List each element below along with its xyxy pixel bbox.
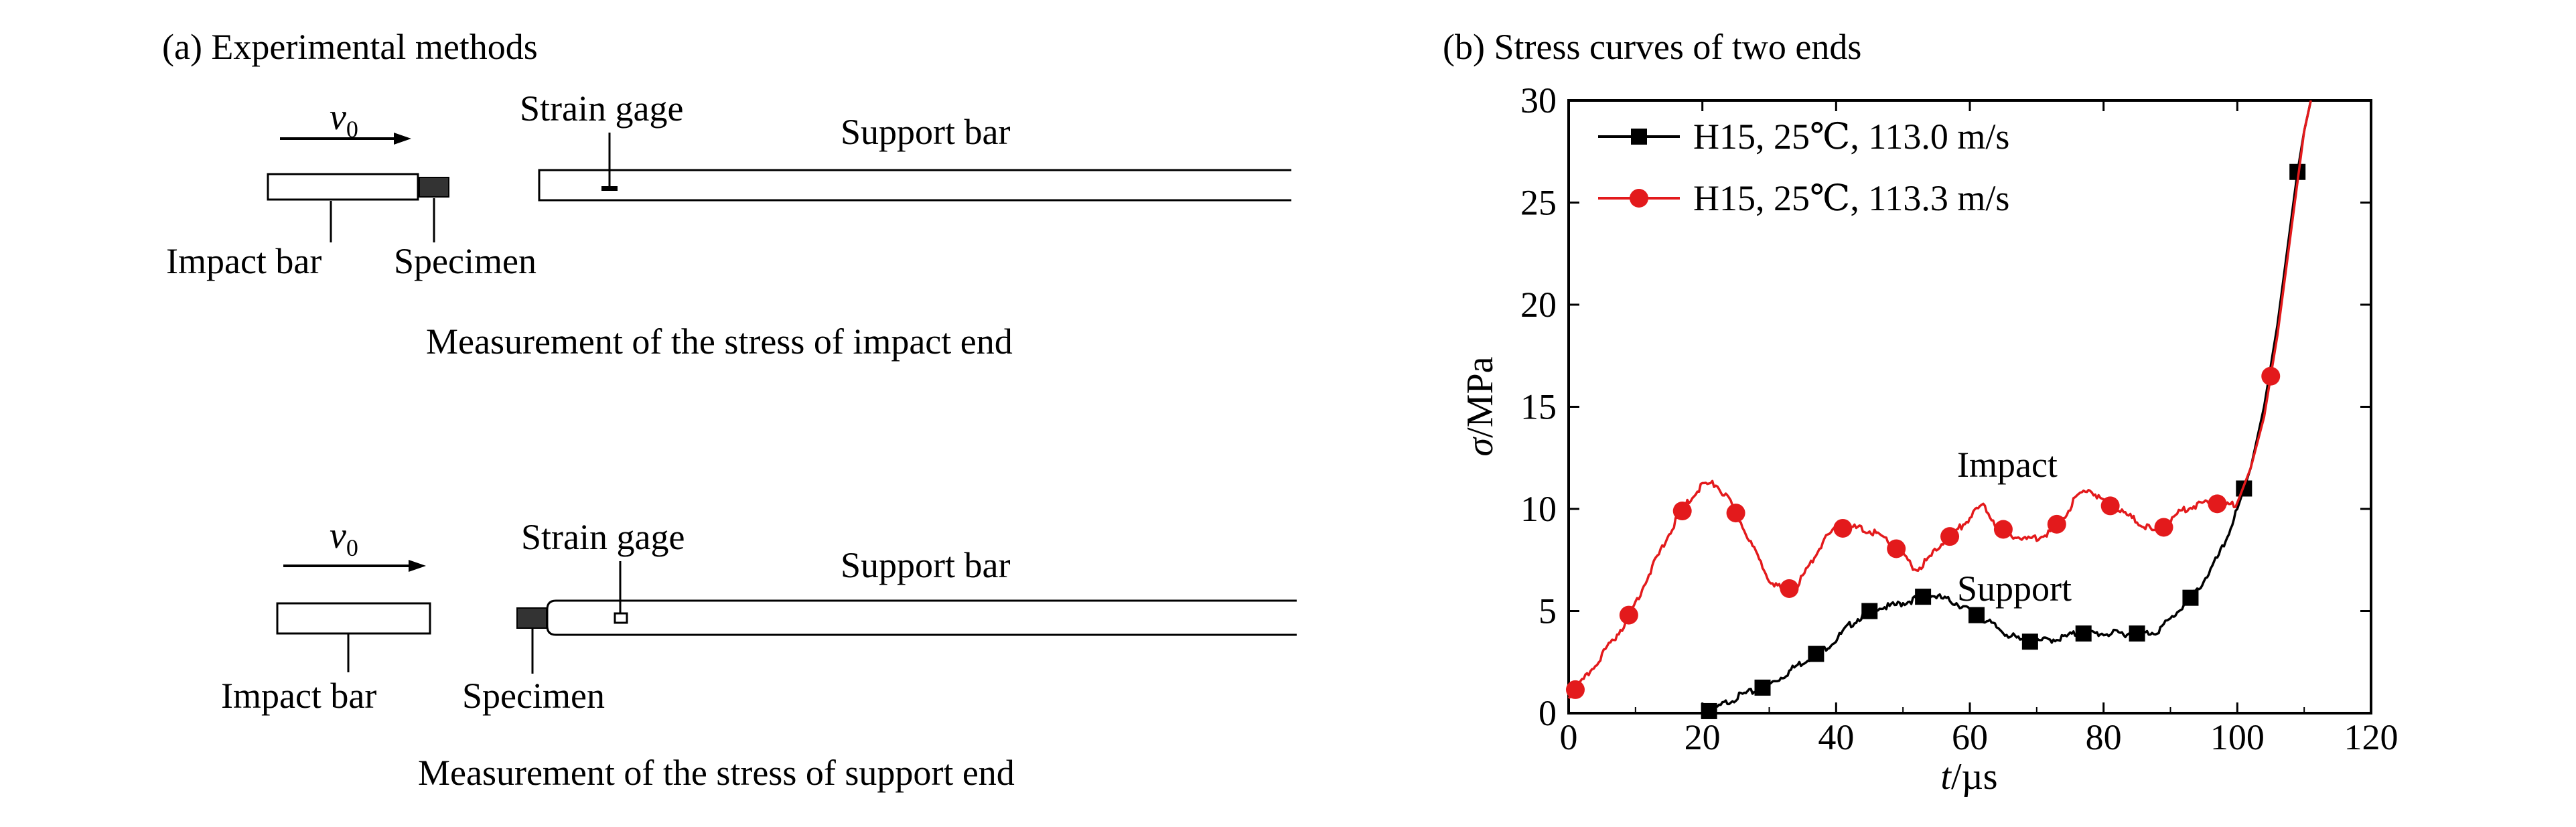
data-point (1808, 646, 1824, 662)
y-tick-label: 20 (1520, 285, 1557, 325)
series-layer (1565, 100, 2312, 719)
panel-b-title: (b) Stress curves of two ends (1443, 27, 1861, 67)
legend: H15, 25℃, 113.0 m/s H15, 25℃, 113.3 m/s (1598, 117, 2009, 218)
data-point (2208, 494, 2227, 514)
annotation-impact: Impact (1957, 445, 2058, 485)
velocity-label: v0 (330, 96, 358, 143)
strain-gage-label: Strain gage (520, 88, 683, 129)
legend-marker-1 (1630, 189, 1648, 208)
specimen-label: Specimen (462, 676, 605, 716)
legend-marker-0 (1631, 129, 1647, 145)
schematic-impact-end: v0 Strain gage Support bar Impact bar Sp… (166, 88, 1291, 362)
panel-a-title: (a) Experimental methods (162, 27, 538, 67)
chart: 0 20 40 60 80 100 120 0 5 10 15 20 25 30 t/µs σ/MPa I… (1459, 80, 2399, 798)
x-tick-label: 20 (1685, 717, 1721, 757)
y-tick-label: 25 (1520, 183, 1557, 223)
y-tick-label: 30 (1520, 80, 1557, 121)
data-point (1861, 603, 1878, 619)
velocity-label: v0 (330, 515, 358, 561)
panel-a: (a) Experimental methods v0 Strain gage … (162, 27, 1297, 793)
impact-bar-label: Impact bar (166, 241, 321, 281)
data-point (1780, 579, 1799, 598)
support-bar (546, 599, 1297, 636)
impact-bar (276, 602, 431, 635)
y-axis-label: σ/MPa (1459, 356, 1501, 456)
series-0 (1701, 100, 2312, 719)
support-bar-label: Support bar (841, 112, 1010, 152)
velocity-arrowhead (409, 560, 426, 572)
x-tick-label: 40 (1818, 717, 1854, 757)
data-point (2182, 589, 2199, 606)
data-point (1833, 518, 1853, 538)
series-1 (1565, 100, 2312, 699)
data-point (1915, 589, 1932, 605)
velocity-arrowhead (394, 133, 411, 145)
x-tick-label: 0 (1560, 717, 1578, 757)
y-tick-label: 15 (1520, 387, 1557, 427)
data-point (2129, 625, 2145, 642)
legend-label-1: H15, 25℃, 113.3 m/s (1693, 178, 2009, 218)
y-tick-label: 0 (1539, 693, 1557, 733)
data-point (1993, 520, 2013, 539)
data-point (2047, 514, 2066, 534)
specimen-label: Specimen (394, 241, 536, 281)
data-point (2100, 496, 2120, 516)
data-point (2154, 518, 2173, 537)
data-point (1672, 502, 1692, 521)
data-point (1940, 527, 1960, 546)
data-point (2021, 633, 2038, 650)
impact-bar (267, 173, 419, 201)
data-point (1726, 504, 1745, 523)
x-tick-label: 100 (2210, 717, 2265, 757)
panel-b: (b) Stress curves of two ends 0 20 40 60 80 1… (1443, 27, 2399, 798)
support-bar (538, 169, 1291, 202)
x-tick-label: 120 (2344, 717, 2399, 757)
data-point (1968, 607, 1985, 623)
impact-bar-label: Impact bar (221, 676, 376, 716)
x-tick-label: 80 (2086, 717, 2122, 757)
schematic-support-end: v0 Strain gage Support bar Impact bar Sp… (221, 515, 1297, 793)
y-tick-label: 5 (1539, 591, 1557, 631)
specimen (419, 177, 449, 198)
data-point (2261, 366, 2281, 386)
strain-gage-label: Strain gage (521, 517, 685, 557)
specimen (516, 607, 547, 629)
x-tick-label: 60 (1952, 717, 1988, 757)
data-point (1619, 605, 1638, 625)
data-point (1887, 539, 1906, 558)
caption-impact-end: Measurement of the stress of impact end (426, 321, 1013, 362)
caption-support-end: Measurement of the stress of support end (418, 753, 1015, 793)
annotation-support: Support (1957, 569, 2072, 609)
data-point (1754, 679, 1771, 696)
data-point (1701, 702, 1717, 719)
series-line-0 (1701, 100, 2312, 715)
axis-layer: 0 20 40 60 80 100 120 0 5 10 15 20 25 30 (1520, 80, 2399, 757)
strain-gage (601, 186, 618, 191)
data-point (1565, 680, 1585, 699)
support-bar-label: Support bar (841, 545, 1010, 585)
legend-label-0: H15, 25℃, 113.0 m/s (1693, 117, 2009, 157)
strain-gage (614, 612, 628, 624)
data-point (2075, 625, 2092, 642)
y-tick-label: 10 (1520, 489, 1557, 529)
x-axis-label: t/µs (1940, 756, 1997, 798)
